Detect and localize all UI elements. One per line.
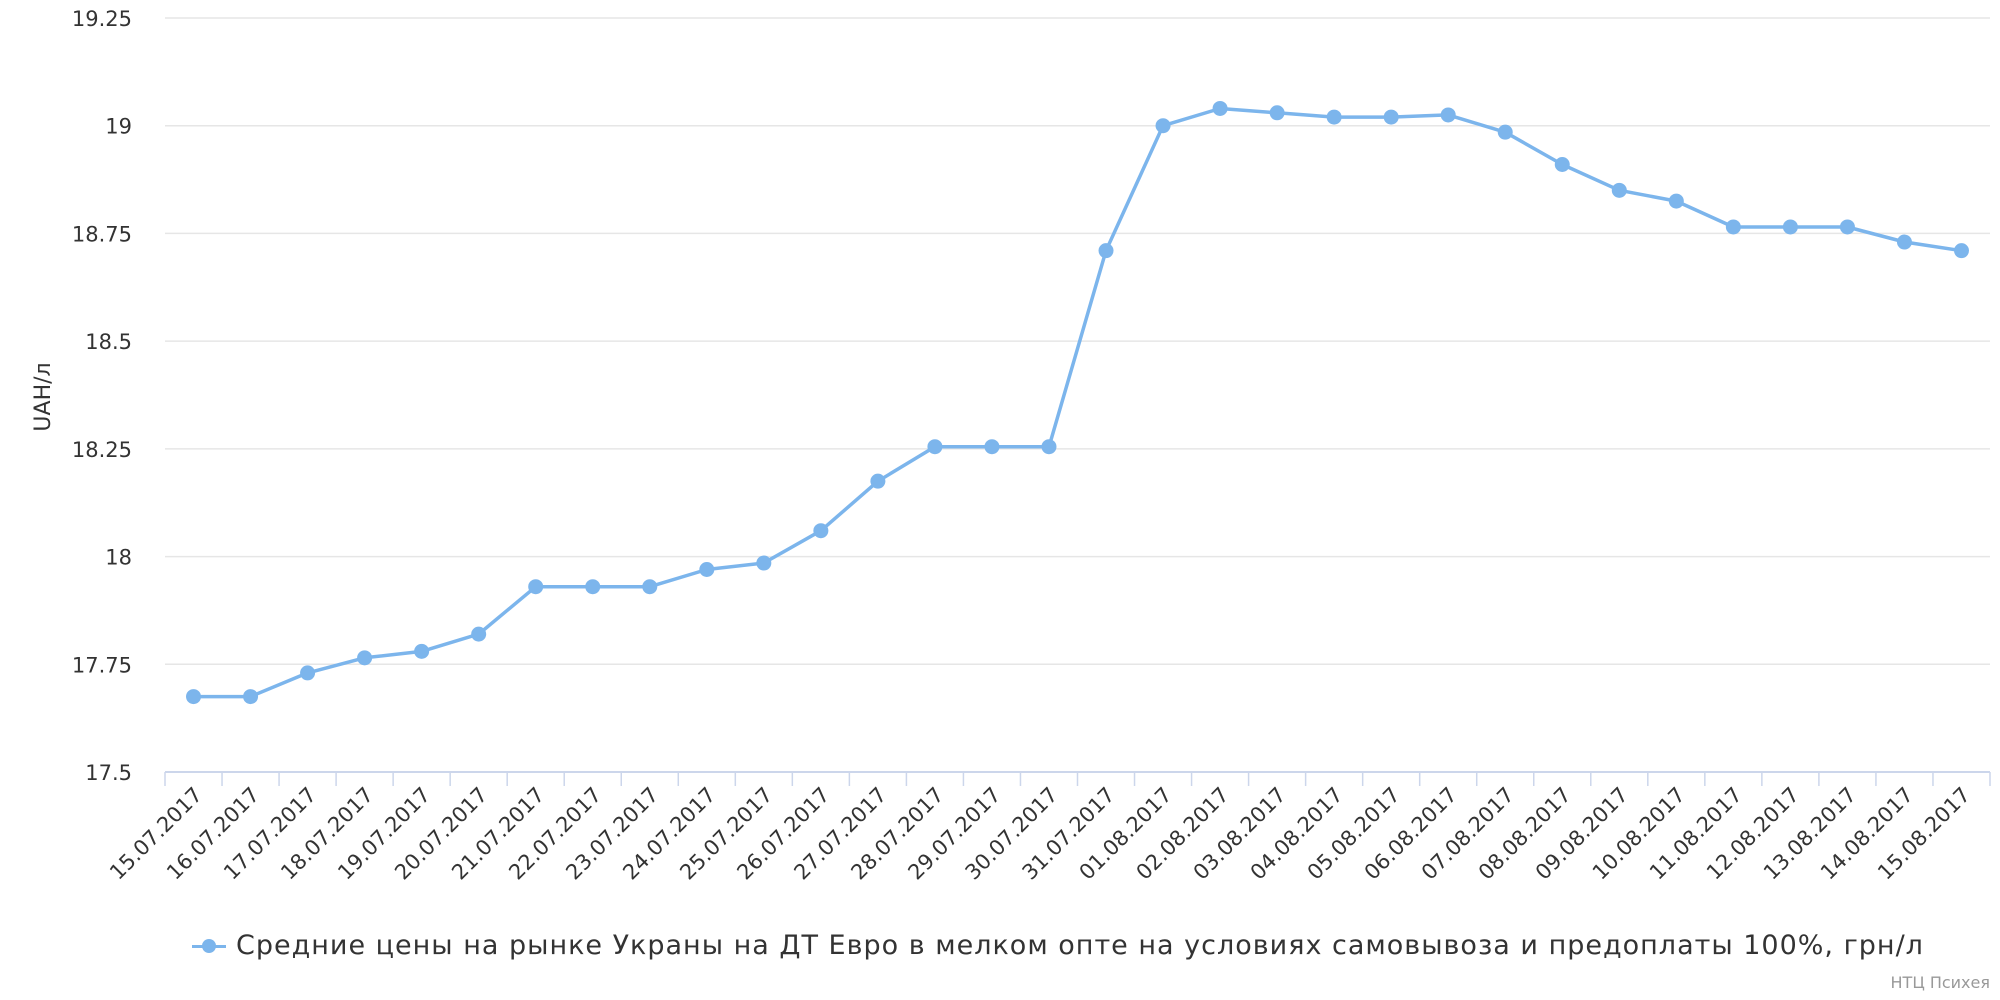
data-point[interactable] xyxy=(300,665,316,681)
y-axis-title: UAH/л xyxy=(31,362,56,431)
data-point[interactable] xyxy=(1155,118,1171,134)
data-point[interactable] xyxy=(186,689,202,705)
data-point[interactable] xyxy=(1782,219,1798,235)
y-tick-label: 19 xyxy=(105,115,132,139)
data-point[interactable] xyxy=(471,626,487,642)
data-point[interactable] xyxy=(243,689,259,705)
data-point[interactable] xyxy=(813,523,829,539)
data-point[interactable] xyxy=(642,579,658,595)
data-point[interactable] xyxy=(1497,124,1513,140)
data-point[interactable] xyxy=(1212,100,1228,116)
series-line-group xyxy=(186,100,1969,705)
data-point[interactable] xyxy=(1668,193,1684,209)
data-point[interactable] xyxy=(1953,243,1969,259)
grid-lines xyxy=(165,17,1990,666)
x-axis: 15.07.201716.07.201717.07.201718.07.2017… xyxy=(105,771,1991,885)
data-point[interactable] xyxy=(585,579,601,595)
y-tick-label: 17.75 xyxy=(72,653,132,677)
data-point[interactable] xyxy=(1440,107,1456,123)
data-point[interactable] xyxy=(1383,109,1399,125)
y-tick-label: 19.25 xyxy=(72,7,132,31)
data-point[interactable] xyxy=(1554,156,1570,172)
data-point[interactable] xyxy=(1098,243,1114,259)
data-point[interactable] xyxy=(1326,109,1342,125)
series-line xyxy=(191,106,1964,699)
data-point[interactable] xyxy=(984,439,1000,455)
data-point[interactable] xyxy=(927,439,943,455)
data-point[interactable] xyxy=(699,561,715,577)
y-tick-label: 18 xyxy=(105,546,132,570)
legend-marker-icon xyxy=(192,936,226,956)
legend-label: Средние цены на рынке Украны на ДТ Евро … xyxy=(236,930,1924,961)
data-point[interactable] xyxy=(357,650,373,666)
data-point[interactable] xyxy=(1611,182,1627,198)
y-axis: 17.5 17.75 18 18.25 18.5 18.75 19 19.25 xyxy=(72,7,132,785)
legend[interactable]: Средние цены на рынке Украны на ДТ Евро … xyxy=(192,930,1924,961)
y-tick-label: 17.5 xyxy=(85,761,132,785)
data-point[interactable] xyxy=(1725,219,1741,235)
data-point[interactable] xyxy=(1896,234,1912,250)
data-point[interactable] xyxy=(414,643,430,659)
y-tick-label: 18.5 xyxy=(85,330,132,354)
data-point[interactable] xyxy=(1041,439,1057,455)
data-point[interactable] xyxy=(1269,105,1285,121)
data-point[interactable] xyxy=(870,473,886,489)
y-tick-label: 18.75 xyxy=(72,222,132,246)
credits[interactable]: НТЦ Психея xyxy=(1890,973,1990,992)
data-point[interactable] xyxy=(1839,219,1855,235)
data-point[interactable] xyxy=(756,555,772,571)
y-tick-label: 18.25 xyxy=(72,438,132,462)
data-point[interactable] xyxy=(528,579,544,595)
